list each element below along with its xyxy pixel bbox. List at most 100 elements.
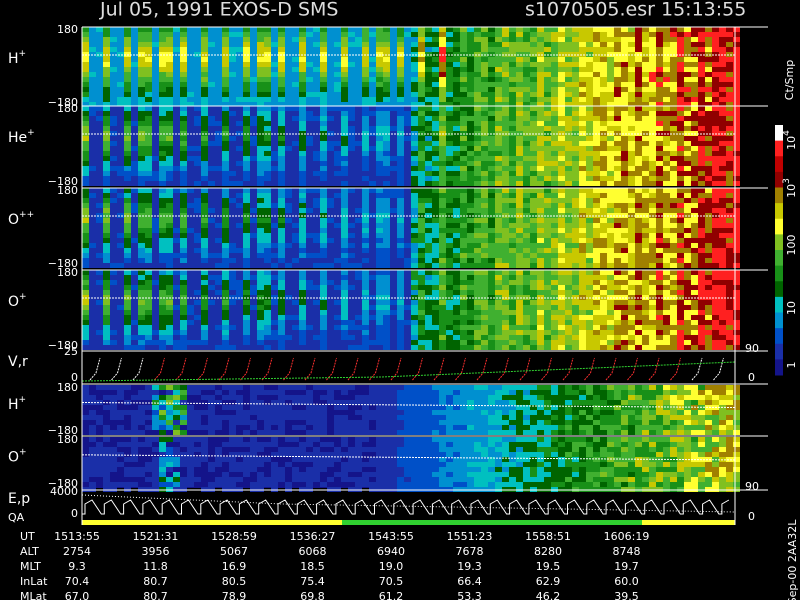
spectrogram-cell (691, 243, 698, 248)
spectrogram-cell (320, 156, 327, 161)
spectrogram-cell (103, 203, 110, 208)
spectrogram-cell (460, 176, 467, 181)
spectrogram-cell (376, 32, 383, 37)
spectrogram-cell (236, 171, 243, 176)
spectrogram-cell (152, 330, 159, 335)
spectrogram-cell (152, 208, 159, 213)
spectrogram-cell (530, 253, 537, 258)
spectrogram-cell (684, 111, 691, 116)
spectrogram-cell (432, 42, 439, 47)
spectrogram-cell (173, 258, 180, 263)
spectrogram-cell (439, 111, 446, 116)
spectrogram-cell (551, 161, 558, 166)
spectrogram-cell (327, 52, 334, 57)
spectrogram-cell (208, 335, 215, 340)
spectrogram-cell (677, 97, 684, 102)
spectrogram-cell (649, 57, 656, 62)
spectrogram-cell (516, 248, 523, 253)
spectrogram-cell (341, 238, 348, 243)
spectrogram-cell (460, 77, 467, 82)
spectrogram-cell (180, 32, 187, 37)
spectrogram-cell (474, 121, 481, 126)
spectrogram-cell (159, 37, 166, 42)
spectrogram-cell (264, 27, 271, 32)
spectrogram-cell (544, 146, 551, 151)
spectrogram-cell (460, 248, 467, 253)
spectrogram-cell (460, 233, 467, 238)
spectrogram-cell (502, 87, 509, 92)
spectrogram-cell (509, 47, 516, 52)
spectrogram-cell (320, 208, 327, 213)
spectrogram-cell (509, 171, 516, 176)
spectrogram-cell (397, 161, 404, 166)
spectrogram-cell (250, 42, 257, 47)
spectrogram-cell (425, 233, 432, 238)
spectrogram-cell (558, 27, 565, 32)
spectrogram-cell (537, 208, 544, 213)
spectrogram-cell (677, 248, 684, 253)
spectrogram-cell (691, 253, 698, 258)
spectrogram-cell (117, 32, 124, 37)
spectrogram-cell (82, 228, 89, 233)
spectrogram-cell (306, 243, 313, 248)
spectrogram-cell (236, 111, 243, 116)
spectrogram-cell (719, 161, 726, 166)
spectrogram-cell (313, 62, 320, 67)
spectrogram-cell (523, 156, 530, 161)
spectrogram-cell (621, 111, 628, 116)
spectrogram-cell (145, 126, 152, 131)
spectrogram-cell (250, 248, 257, 253)
spectrogram-cell (96, 176, 103, 181)
spectrogram-cell (327, 72, 334, 77)
spectrogram-cell (271, 161, 278, 166)
spectrogram-cell (439, 238, 446, 243)
spectrogram-cell (509, 238, 516, 243)
spectrogram-cell (96, 253, 103, 258)
spectrogram-cell (628, 47, 635, 52)
spectrogram-cell (614, 77, 621, 82)
spectrogram-cell (299, 146, 306, 151)
spectrogram-cell (334, 136, 341, 141)
spectrogram-cell (418, 233, 425, 238)
spectrogram-cell (572, 82, 579, 87)
spectrogram-cell (152, 218, 159, 223)
spectrogram-cell (467, 243, 474, 248)
spectrogram-cell (656, 116, 663, 121)
spectrogram-cell (418, 32, 425, 37)
spectrogram-cell (222, 126, 229, 131)
spectrogram-cell (390, 146, 397, 151)
spectrogram-cell (733, 131, 740, 136)
spectrogram-cell (509, 42, 516, 47)
spectrogram-cell (138, 325, 145, 330)
spectrogram-cell (194, 37, 201, 42)
spectrogram-cell (404, 208, 411, 213)
spectrogram-cell (684, 228, 691, 233)
spectrogram-cell (117, 52, 124, 57)
spectrogram-cell (670, 171, 677, 176)
spectrogram-cell (530, 32, 537, 37)
spectrogram-cell (516, 218, 523, 223)
spectrogram-cell (208, 161, 215, 166)
spectrogram-cell (208, 340, 215, 345)
spectrogram-cell (313, 161, 320, 166)
spectrogram-cell (215, 253, 222, 258)
spectrogram-cell (481, 218, 488, 223)
spectrogram-cell (173, 275, 180, 280)
spectrogram-cell (397, 193, 404, 198)
spectrogram-cell (222, 243, 229, 248)
spectrogram-cell (586, 57, 593, 62)
spectrogram-cell (145, 151, 152, 156)
spectrogram-cell (635, 263, 642, 268)
spectrogram-cell (593, 97, 600, 102)
spectrogram-cell (243, 193, 250, 198)
spectrogram-cell (726, 72, 733, 77)
spectrogram-cell (250, 176, 257, 181)
spectrogram-cell (502, 203, 509, 208)
spectrogram-cell (229, 320, 236, 325)
spectrogram-cell (516, 228, 523, 233)
spectrogram-cell (432, 57, 439, 62)
spectrogram-cell (474, 27, 481, 32)
spectrogram-cell (166, 166, 173, 171)
spectrogram-cell (334, 181, 341, 186)
spectrogram-cell (677, 37, 684, 42)
